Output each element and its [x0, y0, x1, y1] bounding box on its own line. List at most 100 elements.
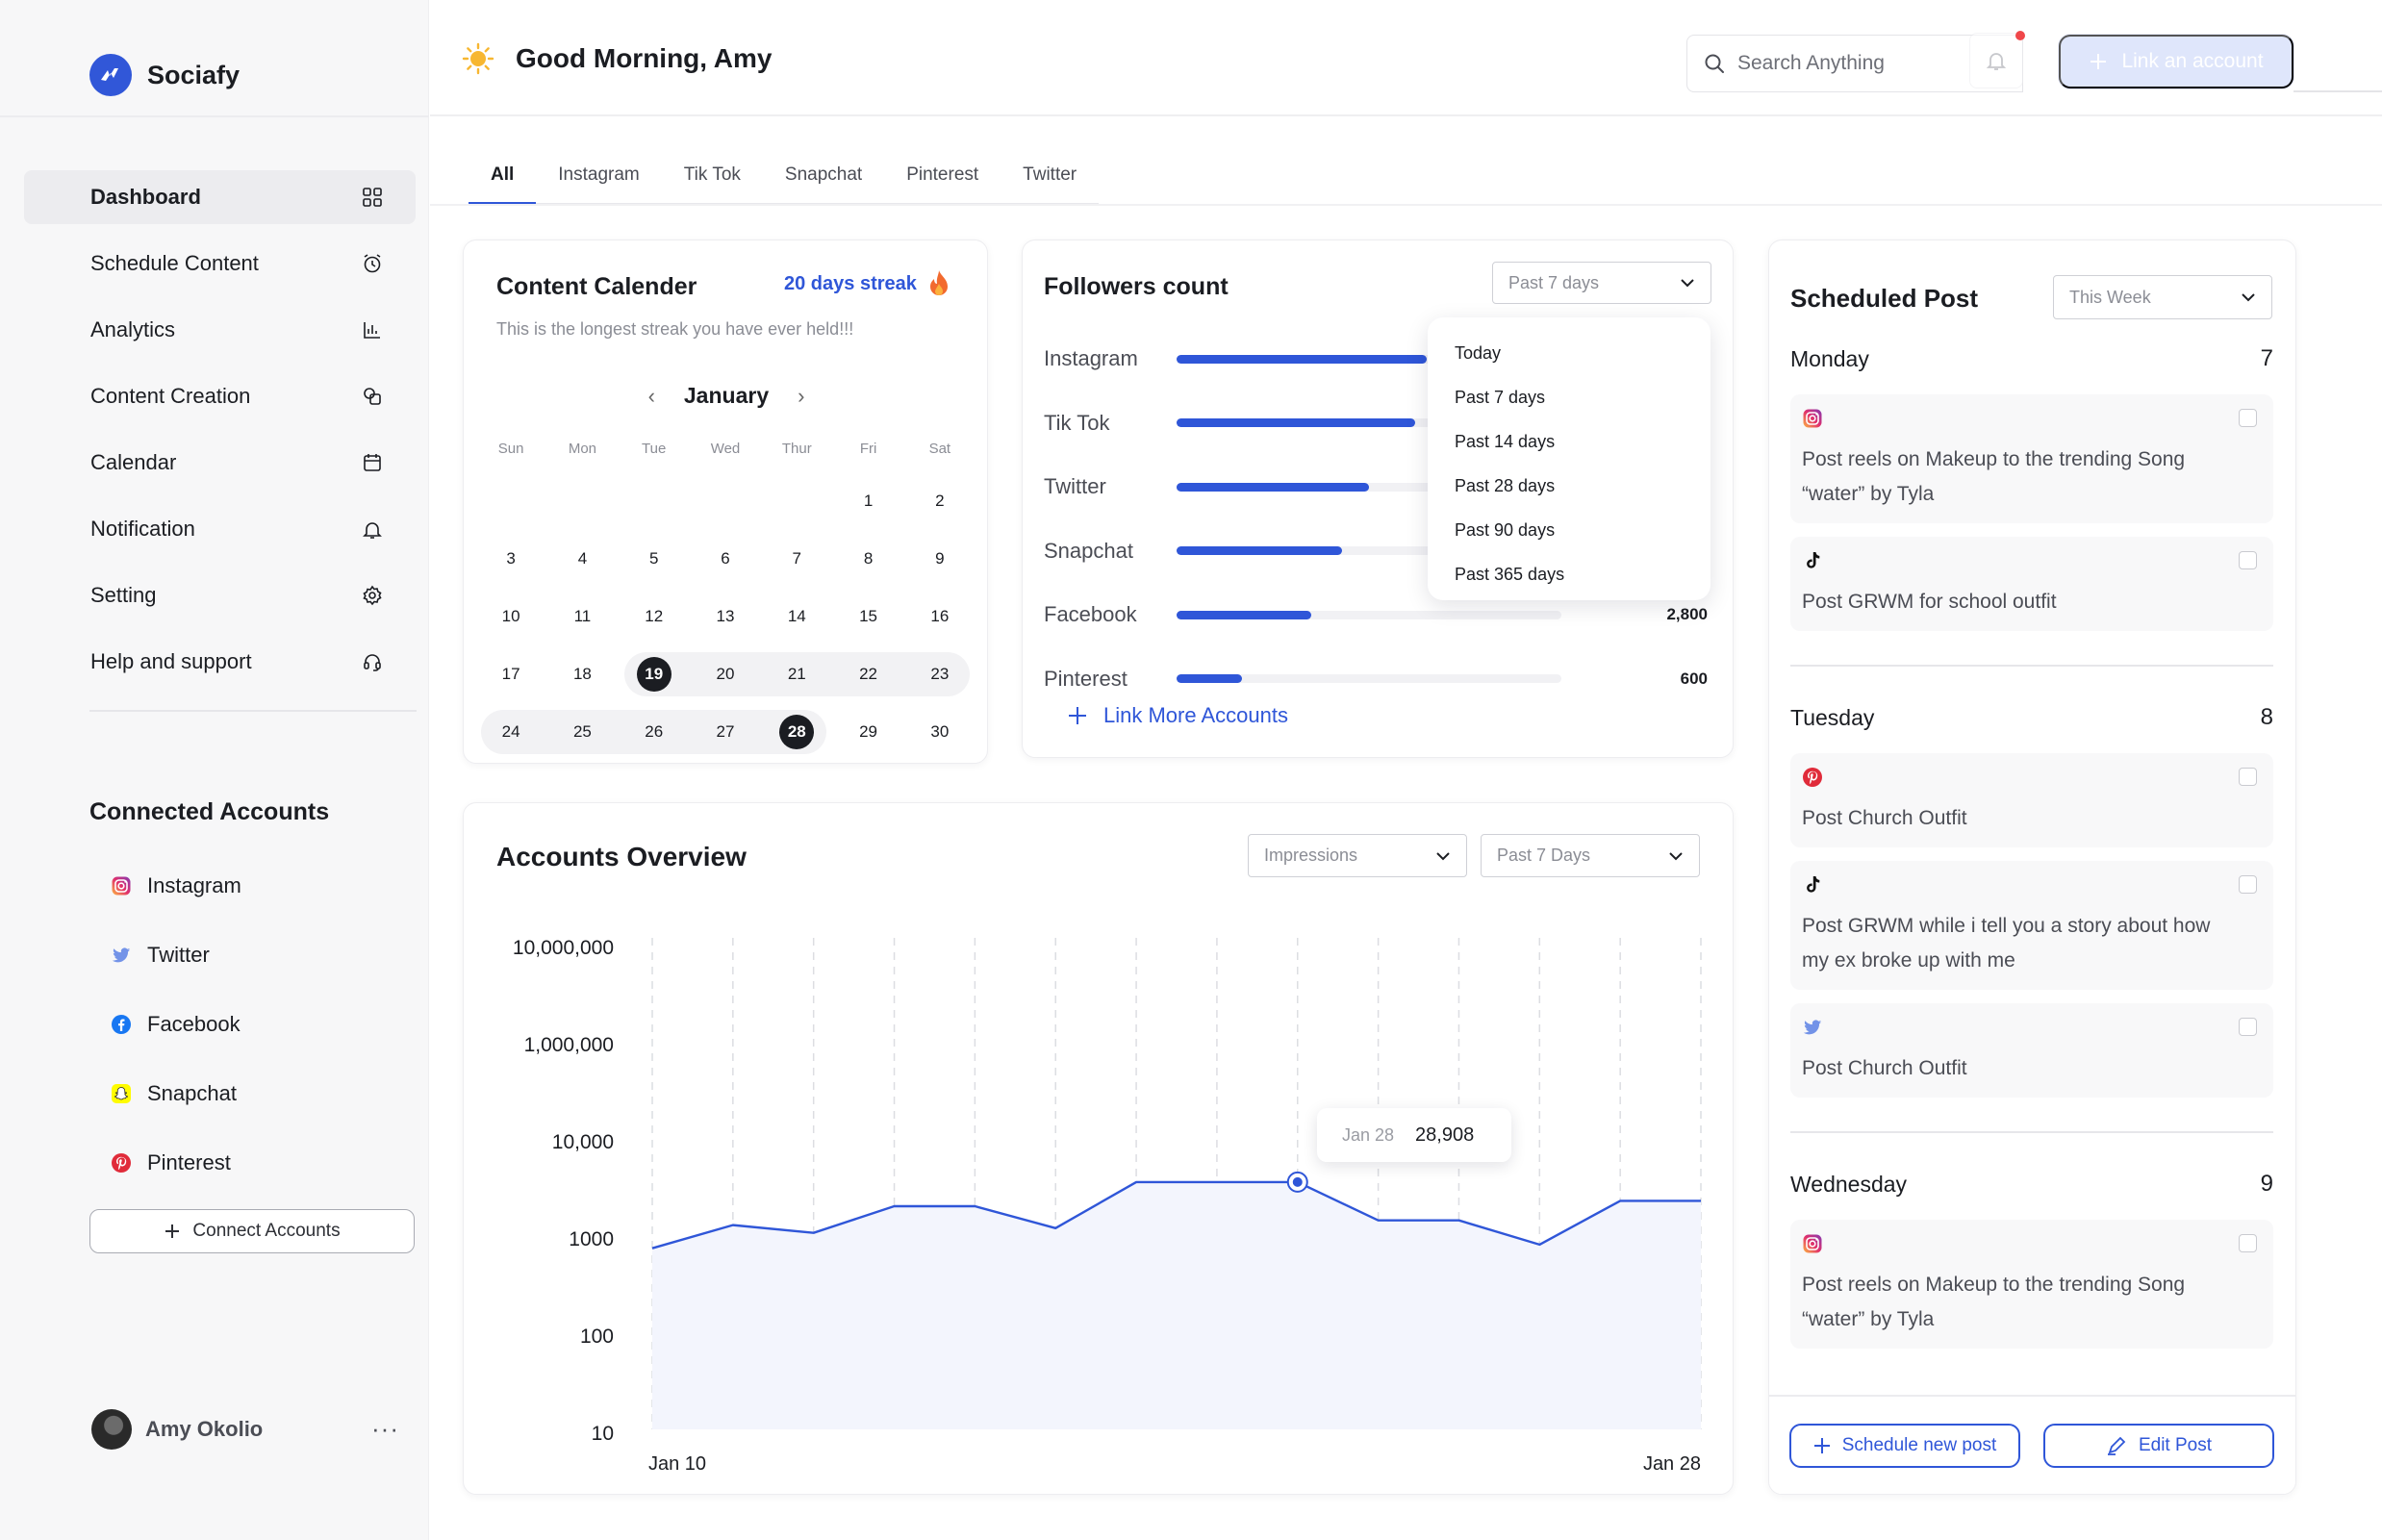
sidebar-item-content-creation[interactable]: Content Creation: [24, 369, 416, 423]
overview-range-select[interactable]: Past 7 Days: [1481, 834, 1700, 877]
instagram-icon: [109, 873, 134, 898]
calendar-day[interactable]: 11: [546, 588, 618, 645]
post-checkbox[interactable]: [2239, 1234, 2257, 1252]
edit-post-button[interactable]: Edit Post: [2043, 1424, 2274, 1468]
sidebar-item-analytics[interactable]: Analytics: [24, 303, 416, 357]
calendar-day[interactable]: 26: [619, 703, 690, 761]
calendar-day[interactable]: 27: [690, 703, 761, 761]
link-account-button[interactable]: Link an account: [2059, 35, 2293, 88]
calendar-day[interactable]: 17: [475, 645, 546, 703]
dropdown-option[interactable]: Today: [1455, 342, 1502, 363]
calendar-day[interactable]: 8: [832, 530, 903, 588]
fire-icon: [929, 270, 948, 295]
calendar-day[interactable]: 6: [690, 530, 761, 588]
connect-accounts-button[interactable]: Connect Accounts: [89, 1209, 415, 1253]
followers-platform: Pinterest: [1044, 666, 1128, 691]
calendar-day[interactable]: 13: [690, 588, 761, 645]
dropdown-option[interactable]: Past 365 days: [1455, 564, 1565, 584]
calendar-day[interactable]: 2: [904, 472, 976, 530]
scheduled-range-select[interactable]: This Week: [2053, 275, 2272, 319]
scheduled-post-item[interactable]: Post reels on Makeup to the trending Son…: [1790, 1220, 2273, 1349]
metric-select[interactable]: Impressions: [1248, 834, 1467, 877]
calendar-day[interactable]: 15: [832, 588, 903, 645]
scheduled-post-item[interactable]: Post Church Outfit: [1790, 1003, 2273, 1098]
dropdown-option[interactable]: Past 7 days: [1455, 387, 1546, 407]
sidebar-item-calendar[interactable]: Calendar: [24, 436, 416, 490]
user-profile[interactable]: Amy Okolio: [91, 1409, 263, 1450]
account-twitter[interactable]: Twitter: [109, 921, 241, 990]
calendar-day-number: 8: [863, 549, 874, 568]
post-checkbox[interactable]: [2239, 409, 2257, 427]
notification-button[interactable]: [1969, 33, 2023, 88]
calendar-day[interactable]: 21: [761, 645, 832, 703]
tab-snapchat[interactable]: Snapchat: [784, 164, 863, 185]
search-input[interactable]: [1737, 52, 1968, 75]
scheduled-post-text: Post reels on Makeup to the trending Son…: [1802, 448, 2186, 505]
account-instagram[interactable]: Instagram: [109, 851, 241, 921]
calendar-day[interactable]: 9: [904, 530, 976, 588]
calendar-day[interactable]: 3: [475, 530, 546, 588]
account-facebook[interactable]: Facebook: [109, 990, 241, 1059]
tab-instagram[interactable]: Instagram: [558, 164, 640, 185]
calendar-day[interactable]: 20: [690, 645, 761, 703]
followers-bar: [1177, 482, 1369, 492]
next-month-chevron-icon[interactable]: ›: [798, 383, 805, 408]
calendar-day[interactable]: 30: [904, 703, 976, 761]
calendar-day[interactable]: 29: [832, 703, 903, 761]
account-snapchat[interactable]: Snapchat: [109, 1059, 241, 1128]
calendar-day-number: 28: [779, 715, 815, 749]
calendar-day[interactable]: 23: [904, 645, 976, 703]
schedule-day-count: 8: [2260, 704, 2273, 730]
sidebar-item-dashboard[interactable]: Dashboard: [24, 170, 416, 224]
user-name: Amy Okolio: [145, 1417, 264, 1441]
sidebar-item-help-and-support[interactable]: Help and support: [24, 635, 416, 689]
sidebar-item-schedule-content[interactable]: Schedule Content: [24, 237, 416, 290]
brand[interactable]: Sociafy: [89, 54, 240, 96]
dropdown-option[interactable]: Past 90 days: [1455, 519, 1556, 540]
calendar-day[interactable]: 28: [761, 703, 832, 761]
pinterest-icon: [1802, 767, 1823, 788]
calendar-day[interactable]: 16: [904, 588, 976, 645]
calendar-day[interactable]: 14: [761, 588, 832, 645]
scheduled-post-item[interactable]: Post GRWM for school outfit: [1790, 537, 2273, 631]
calendar-day[interactable]: 1: [832, 472, 903, 530]
account-pinterest[interactable]: Pinterest: [109, 1128, 241, 1198]
pen-icon: [2107, 1436, 2126, 1455]
scheduled-post-item[interactable]: Post GRWM while i tell you a story about…: [1790, 861, 2273, 990]
post-checkbox[interactable]: [2239, 768, 2257, 786]
dropdown-option[interactable]: Past 14 days: [1455, 431, 1556, 451]
post-checkbox[interactable]: [2239, 875, 2257, 894]
streak-text: 20 days streak: [784, 272, 917, 294]
link-more-accounts-button[interactable]: Link More Accounts: [1067, 703, 1288, 728]
calendar-day[interactable]: 19: [619, 645, 690, 703]
calendar-day[interactable]: 4: [546, 530, 618, 588]
tab-tik-tok[interactable]: Tik Tok: [683, 164, 741, 185]
account-label: Pinterest: [147, 1150, 231, 1174]
more-options-button[interactable]: ···: [371, 1414, 399, 1443]
facebook-icon: [109, 1012, 134, 1037]
sidebar-item-setting[interactable]: Setting: [24, 568, 416, 622]
calendar-day[interactable]: 18: [546, 645, 618, 703]
calendar-day[interactable]: 10: [475, 588, 546, 645]
week-highlight: [623, 652, 970, 696]
tab-all[interactable]: All: [469, 149, 537, 205]
greeting-text: Good Morning, Amy: [516, 43, 773, 73]
calendar-day[interactable]: 5: [619, 530, 690, 588]
tab-pinterest[interactable]: Pinterest: [906, 164, 979, 185]
post-checkbox[interactable]: [2239, 551, 2257, 569]
calendar-day[interactable]: 7: [761, 530, 832, 588]
sidebar-item-notification[interactable]: Notification: [24, 502, 416, 556]
calendar-day[interactable]: 22: [832, 645, 903, 703]
tab-twitter[interactable]: Twitter: [1023, 164, 1077, 185]
followers-range-select[interactable]: Past 7 days: [1492, 262, 1711, 304]
scheduled-post-item[interactable]: Post reels on Makeup to the trending Son…: [1790, 394, 2273, 523]
scheduled-post-item[interactable]: Post Church Outfit: [1790, 753, 2273, 847]
prev-month-chevron-icon[interactable]: ‹: [647, 383, 655, 408]
dropdown-option[interactable]: Past 28 days: [1455, 475, 1556, 495]
schedule-new-post-button[interactable]: Schedule new post: [1789, 1424, 2020, 1468]
calendar-day[interactable]: 25: [546, 703, 618, 761]
calendar-day[interactable]: 12: [619, 588, 690, 645]
post-checkbox[interactable]: [2239, 1018, 2257, 1036]
calendar-day[interactable]: 24: [475, 703, 546, 761]
headset-icon: [362, 651, 383, 672]
